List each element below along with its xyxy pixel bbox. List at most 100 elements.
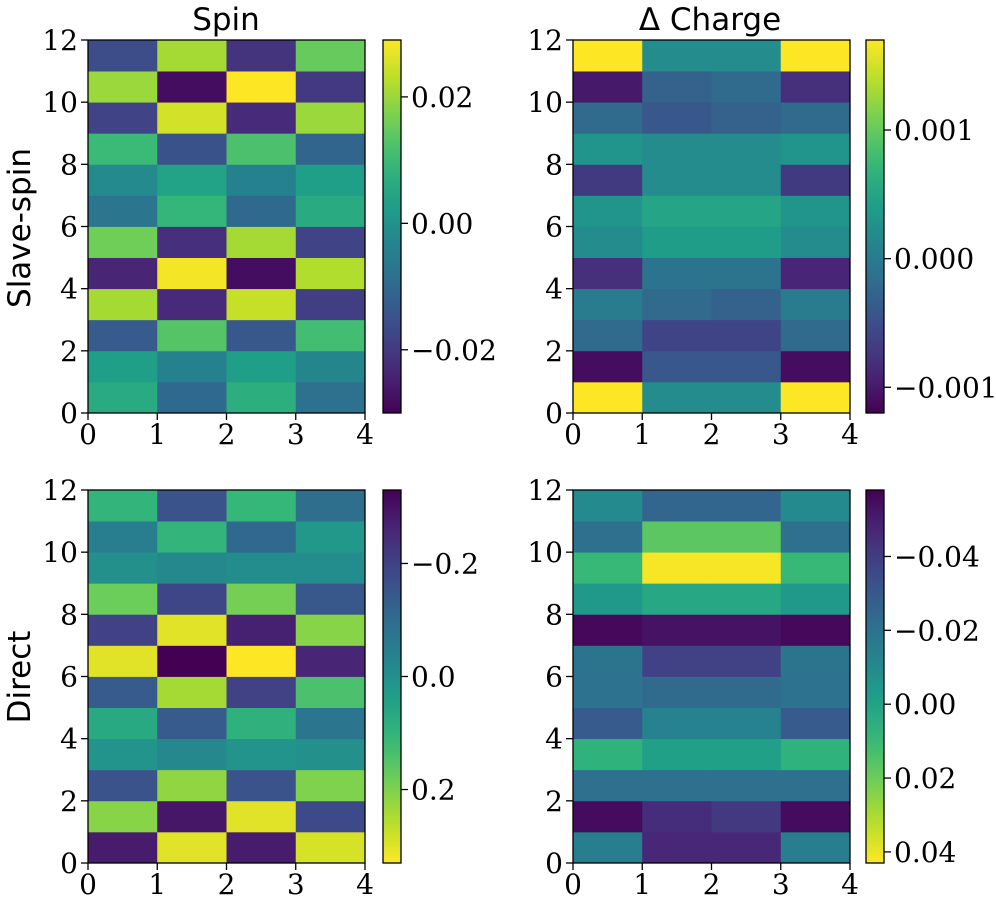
heatmap-cell xyxy=(780,521,851,553)
heatmap-cell xyxy=(295,71,366,103)
heatmap-cell xyxy=(226,831,297,864)
heatmap-cell xyxy=(157,707,227,740)
x-tick-label: 1 xyxy=(633,418,651,451)
x-tick-label: 3 xyxy=(287,868,305,901)
heatmap-cell xyxy=(157,800,227,833)
heatmap-cell xyxy=(157,226,227,258)
heatmap-cell xyxy=(573,738,643,771)
heatmap-cell xyxy=(295,319,366,352)
x-tick-label: 2 xyxy=(703,868,721,901)
heatmap-cell xyxy=(157,831,227,864)
heatmap-cell xyxy=(711,645,782,677)
heatmap-cell xyxy=(226,521,297,553)
heatmap-cell xyxy=(780,552,851,584)
heatmap-cell xyxy=(226,71,297,103)
colorbar-tick-label: −0.2 xyxy=(411,547,479,580)
heatmap-cell xyxy=(157,552,227,584)
heatmap-cell xyxy=(157,490,227,522)
x-tick-label: 4 xyxy=(356,868,374,901)
x-tick-label: 2 xyxy=(703,418,721,451)
heatmap-cell xyxy=(573,707,643,740)
heatmap-cell xyxy=(780,40,851,72)
heatmap-cell xyxy=(573,71,643,103)
colorbar-tick-label: 0.02 xyxy=(894,762,956,795)
heatmap-cell xyxy=(642,521,712,553)
heatmap-cell xyxy=(226,257,297,290)
heatmap-cell xyxy=(780,831,851,864)
heatmap-cell xyxy=(88,288,158,321)
x-tick-label: 0 xyxy=(79,418,97,451)
heatmap-cell xyxy=(711,350,782,383)
y-tick-label: 4 xyxy=(60,723,78,756)
colorbar-tick-label: 0.000 xyxy=(894,243,974,276)
x-tick-label: 2 xyxy=(218,868,236,901)
heatmap-cell xyxy=(573,490,643,522)
heatmap-cell xyxy=(642,800,712,833)
heatmap-cell xyxy=(88,164,158,196)
heatmap-cell xyxy=(88,40,158,72)
heatmap-cell xyxy=(642,490,712,522)
heatmap-cell xyxy=(226,583,297,615)
x-tick-label: 1 xyxy=(633,868,651,901)
heatmap-cell xyxy=(711,614,782,646)
heatmap-cell xyxy=(711,133,782,165)
heatmap-cell xyxy=(226,676,297,708)
heatmap-cell xyxy=(295,490,366,522)
heatmap-cell xyxy=(642,133,712,165)
y-tick-label: 6 xyxy=(545,211,563,244)
y-tick-label: 2 xyxy=(545,335,563,368)
colorbar xyxy=(382,489,402,864)
heatmap-cell xyxy=(780,800,851,833)
heatmap-cell xyxy=(642,769,712,802)
heatmap-cell xyxy=(88,490,158,522)
heatmap-cell xyxy=(226,381,297,414)
y-tick-label: 4 xyxy=(60,273,78,306)
heatmap-cell xyxy=(642,102,712,134)
heatmap-cell xyxy=(157,645,227,677)
heatmap-cell xyxy=(780,350,851,383)
heatmap-cell xyxy=(295,226,366,258)
heatmap-cell xyxy=(88,552,158,584)
y-tick-label: 10 xyxy=(527,536,563,569)
heatmap-cell xyxy=(573,583,643,615)
heatmap-cell xyxy=(642,583,712,615)
heatmap-cell xyxy=(642,831,712,864)
heatmap-cell xyxy=(711,769,782,802)
heatmap-cell xyxy=(642,71,712,103)
heatmap-cell xyxy=(573,350,643,383)
heatmap-cell xyxy=(157,583,227,615)
heatmap-cell xyxy=(711,195,782,227)
heatmap-cell xyxy=(157,614,227,646)
heatmap-cell xyxy=(573,676,643,708)
heatmap-cell xyxy=(711,381,782,414)
heatmap-cell xyxy=(711,164,782,196)
heatmap-cell xyxy=(711,583,782,615)
heatmap-cell xyxy=(157,133,227,165)
row-label-direct: Direct xyxy=(2,631,38,724)
heatmap-cell xyxy=(88,583,158,615)
colorbar-tick-label: 0.2 xyxy=(411,774,456,807)
heatmap-cell xyxy=(573,133,643,165)
heatmap-cell xyxy=(642,195,712,227)
heatmap-cell xyxy=(226,552,297,584)
x-tick-label: 1 xyxy=(148,868,166,901)
heatmap-cell xyxy=(711,676,782,708)
colorbar-tick-label: −0.02 xyxy=(894,614,980,647)
heatmap-cell xyxy=(711,707,782,740)
heatmap-cell xyxy=(780,226,851,258)
heatmap-cell xyxy=(226,614,297,646)
heatmap-cell xyxy=(295,614,366,646)
heatmap-cell xyxy=(780,319,851,352)
heatmap-cell xyxy=(226,645,297,677)
heatmap-cell xyxy=(642,319,712,352)
x-tick-label: 4 xyxy=(356,418,374,451)
y-tick-label: 2 xyxy=(60,785,78,818)
heatmap-cell xyxy=(780,738,851,771)
heatmap-cell xyxy=(780,288,851,321)
x-tick-label: 3 xyxy=(772,418,790,451)
heatmap-cell xyxy=(226,40,297,72)
heatmap-cell xyxy=(711,800,782,833)
heatmap-cell xyxy=(88,257,158,290)
colorbar xyxy=(382,39,402,414)
